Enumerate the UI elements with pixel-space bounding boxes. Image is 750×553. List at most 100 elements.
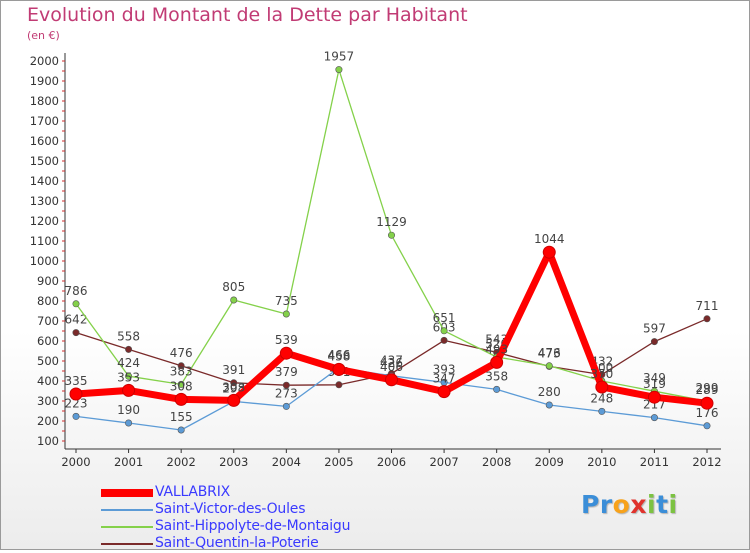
x-tick-label: 2005 — [324, 455, 353, 469]
x-tick-label: 2001 — [114, 455, 143, 469]
y-tick-label: 400 — [37, 374, 59, 388]
data-point — [332, 362, 346, 376]
data-label: 176 — [696, 406, 719, 420]
chart-subtitle: (en €) — [27, 29, 60, 42]
y-tick-label: 2000 — [30, 54, 59, 68]
data-point — [598, 407, 606, 415]
y-tick-label: 1700 — [30, 114, 59, 128]
data-point — [72, 300, 80, 308]
data-point — [437, 385, 451, 399]
data-label: 424 — [117, 356, 140, 370]
data-label: 273 — [275, 386, 298, 400]
data-label: 190 — [117, 403, 140, 417]
data-label: 308 — [170, 379, 193, 393]
logo-letter: x — [630, 490, 647, 519]
data-label: 466 — [327, 348, 350, 362]
proxiti-logo: Proxiti — [581, 490, 678, 519]
x-tick-label: 2000 — [61, 455, 90, 469]
y-tick-label: 1200 — [30, 214, 59, 228]
data-label: 280 — [538, 385, 561, 399]
legend-swatch — [101, 543, 153, 545]
data-point — [227, 393, 241, 407]
data-label: 406 — [380, 360, 403, 374]
data-label: 597 — [643, 322, 666, 336]
x-tick-label: 2011 — [640, 455, 669, 469]
data-label: 1957 — [324, 50, 355, 64]
x-tick-label: 2010 — [587, 455, 616, 469]
data-label: 319 — [643, 377, 666, 391]
data-point — [335, 381, 343, 389]
data-point — [177, 426, 185, 434]
y-tick-label: 1400 — [30, 174, 59, 188]
data-point — [700, 396, 714, 410]
data-point — [545, 401, 553, 409]
data-point — [385, 373, 398, 387]
data-label: 223 — [65, 396, 88, 410]
y-tick-label: 1000 — [30, 254, 59, 268]
x-tick-label: 2002 — [167, 455, 196, 469]
y-tick-label: 300 — [37, 394, 59, 408]
data-label: 353 — [117, 370, 140, 384]
data-label: 349 — [643, 371, 666, 385]
data-point — [335, 66, 343, 74]
data-label: 476 — [538, 346, 561, 360]
data-point — [493, 385, 501, 393]
data-point — [282, 310, 290, 318]
data-point — [282, 381, 290, 389]
logo-letter: t — [656, 490, 669, 519]
x-tick-label: 2009 — [535, 455, 564, 469]
data-label: 473 — [538, 346, 561, 360]
data-label: 539 — [275, 333, 298, 347]
data-point — [279, 346, 293, 360]
data-point — [703, 315, 711, 323]
data-label: 335 — [65, 374, 88, 388]
y-tick-label: 1600 — [30, 134, 59, 148]
data-point — [69, 387, 83, 401]
data-label: 391 — [222, 363, 245, 377]
logo-letter: o — [612, 490, 631, 519]
data-point — [125, 419, 133, 427]
data-label: 426 — [380, 356, 403, 370]
legend-swatch — [101, 489, 153, 497]
data-point — [122, 383, 136, 397]
y-tick-label: 100 — [37, 434, 59, 448]
data-label: 289 — [696, 383, 719, 397]
legend-swatch — [101, 526, 153, 528]
y-tick-label: 1300 — [30, 194, 59, 208]
x-tick-label: 2007 — [429, 455, 458, 469]
data-point — [230, 379, 238, 387]
x-tick-label: 2012 — [692, 455, 721, 469]
data-point — [282, 402, 290, 410]
data-label: 711 — [696, 299, 719, 313]
y-tick-label: 1900 — [30, 74, 59, 88]
chart-title: Evolution du Montant de la Dette par Hab… — [27, 4, 468, 26]
data-label: 476 — [170, 346, 193, 360]
data-label: 458 — [327, 349, 350, 363]
data-point — [72, 412, 80, 420]
line-chart: 100 200 300 400 500 600 700 800 900 1000 1100 1200 1… — [30, 50, 722, 469]
data-label: 347 — [433, 372, 456, 386]
y-tick-label: 1100 — [30, 234, 59, 248]
legend-label: VALLABRIX — [155, 484, 231, 500]
data-label: 303 — [222, 380, 245, 394]
data-point — [542, 245, 556, 259]
y-tick-label: 700 — [37, 314, 59, 328]
data-point — [387, 231, 395, 239]
logo-letter: i — [647, 490, 657, 519]
data-label: 379 — [275, 365, 298, 379]
data-point — [650, 414, 658, 422]
y-tick-label: 600 — [37, 334, 59, 348]
legend-swatch — [101, 509, 153, 511]
data-point — [703, 422, 711, 430]
x-tick-label: 2008 — [482, 455, 511, 469]
data-point — [440, 336, 448, 344]
data-point — [647, 390, 661, 404]
data-point — [177, 362, 185, 370]
y-tick-label: 1800 — [30, 94, 59, 108]
legend-label: Saint-Victor-des-Oules — [155, 501, 306, 517]
data-point — [490, 355, 504, 369]
data-point — [650, 338, 658, 346]
data-label: 558 — [117, 329, 140, 343]
data-label: 437 — [380, 354, 403, 368]
data-label: 155 — [170, 410, 193, 424]
